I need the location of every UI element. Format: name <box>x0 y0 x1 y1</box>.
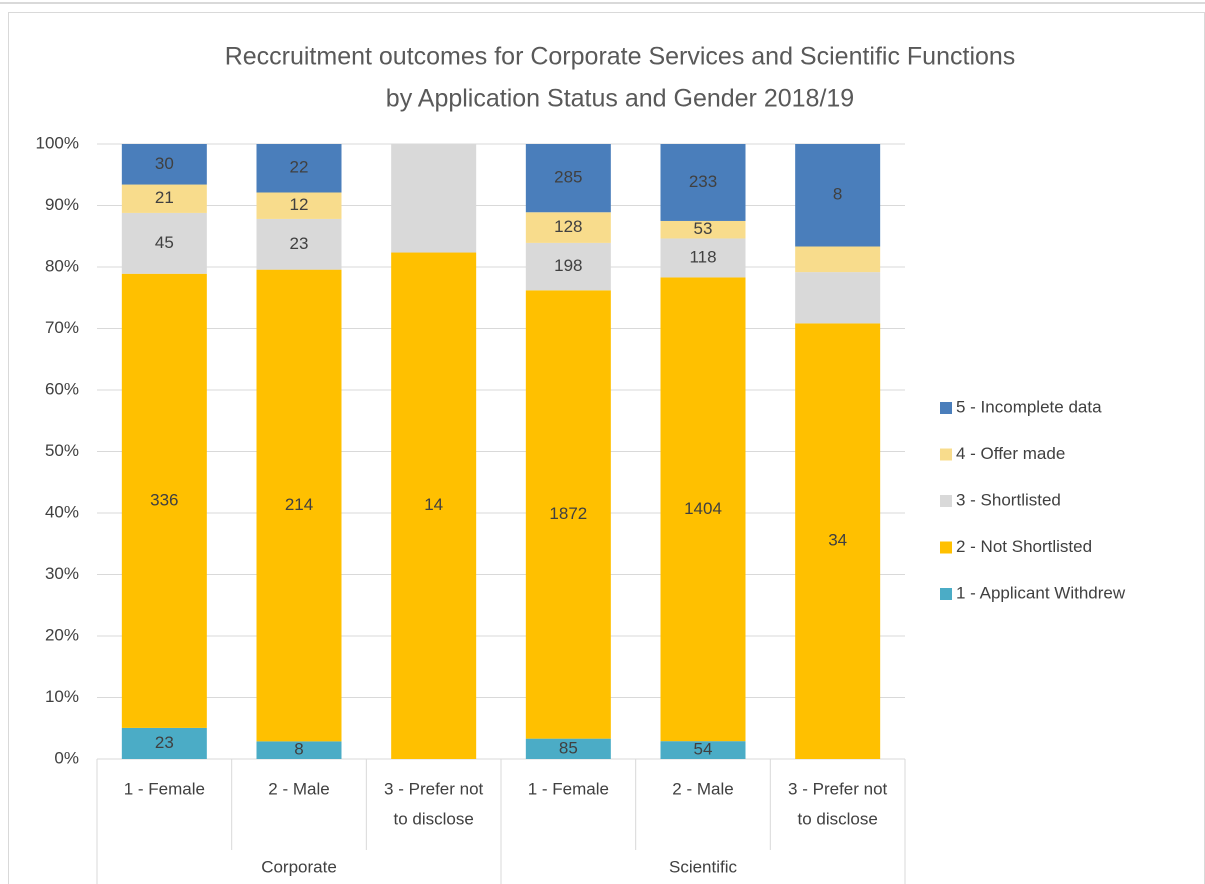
legend-swatch <box>940 588 952 600</box>
x-tick-label: 2 - Male <box>268 779 329 798</box>
data-label: 12 <box>290 195 309 214</box>
x-tick-label: 2 - Male <box>672 779 733 798</box>
legend-label: 1 - Applicant Withdrew <box>956 583 1126 602</box>
legend-swatch <box>940 495 952 507</box>
data-label: 128 <box>554 217 582 236</box>
bar-segment <box>660 741 746 759</box>
x-tick-label: to disclose <box>394 809 474 828</box>
bar-segment <box>121 727 207 759</box>
chart-title: Reccruitment outcomes for Corporate Serv… <box>225 43 1016 71</box>
legend-swatch <box>940 541 952 554</box>
bar-segment <box>795 144 881 247</box>
data-label: 21 <box>155 188 174 207</box>
bar-segment <box>660 144 746 221</box>
bar-segment <box>660 238 746 278</box>
data-label: 34 <box>828 531 847 550</box>
data-label: 23 <box>290 234 309 253</box>
y-tick-label: 90% <box>45 195 79 214</box>
y-tick-label: 60% <box>45 379 79 398</box>
y-tick-label: 70% <box>45 318 79 337</box>
bar-segment <box>795 323 881 759</box>
legend-swatch <box>940 448 952 461</box>
data-label: 1404 <box>684 499 722 518</box>
y-tick-label: 20% <box>45 625 79 644</box>
bar-segment <box>525 738 611 759</box>
data-label: 23 <box>155 733 174 752</box>
legend-label: 2 - Not Shortlisted <box>956 537 1092 556</box>
y-tick-label: 10% <box>45 687 79 706</box>
data-label: 53 <box>694 219 713 238</box>
bar-segment <box>121 144 207 185</box>
data-label: 22 <box>290 158 309 177</box>
data-label: 336 <box>150 490 178 509</box>
legend-label: 5 - Incomplete data <box>956 397 1102 416</box>
bar-segment <box>121 184 207 213</box>
y-tick-label: 100% <box>36 133 79 152</box>
y-tick-label: 30% <box>45 564 79 583</box>
bar-segment <box>256 218 342 270</box>
data-label: 214 <box>285 495 313 514</box>
data-label: 285 <box>554 168 582 187</box>
bar-segment <box>256 144 342 193</box>
bar-segment <box>795 246 881 273</box>
data-label: 233 <box>689 172 717 191</box>
data-label: 30 <box>155 154 174 173</box>
data-label: 1872 <box>549 504 587 523</box>
x-tick-label: to disclose <box>798 809 878 828</box>
x-tick-label: 3 - Prefer not <box>788 779 887 798</box>
x-tick-label: 3 - Prefer not <box>384 779 483 798</box>
bar-segment <box>391 252 477 759</box>
bar-segment <box>391 144 477 253</box>
bar-segment <box>121 212 207 274</box>
data-label: 198 <box>554 256 582 275</box>
data-label: 14 <box>424 495 443 514</box>
x-tick-label: 1 - Female <box>528 779 609 798</box>
chart-title: by Application Status and Gender 2018/19 <box>386 85 854 113</box>
data-label: 118 <box>689 247 716 266</box>
bar-segment <box>525 212 611 243</box>
bar-segment <box>660 277 746 742</box>
y-tick-label: 50% <box>45 441 79 460</box>
bar-segment <box>256 192 342 219</box>
y-tick-label: 80% <box>45 256 79 275</box>
data-label: 45 <box>155 233 174 252</box>
bar-segment <box>660 220 746 239</box>
bar-segment <box>256 741 342 759</box>
bar-segment <box>525 242 611 291</box>
legend-swatch <box>940 402 952 414</box>
data-label: 54 <box>694 740 713 759</box>
legend-label: 4 - Offer made <box>956 444 1065 463</box>
legend-label: 3 - Shortlisted <box>956 490 1061 509</box>
data-label: 8 <box>294 740 303 759</box>
bar-segment <box>121 273 207 728</box>
data-label: 8 <box>833 185 842 204</box>
bar-segment <box>795 272 881 324</box>
y-tick-label: 40% <box>45 502 79 521</box>
group-label: Corporate <box>261 857 337 876</box>
bar-segment <box>525 144 611 213</box>
data-label: 85 <box>559 738 578 757</box>
bar-segment <box>525 290 611 739</box>
y-tick-label: 0% <box>54 748 79 767</box>
bar-segment <box>256 269 342 742</box>
x-tick-label: 1 - Female <box>124 779 205 798</box>
group-label: Scientific <box>669 857 738 876</box>
